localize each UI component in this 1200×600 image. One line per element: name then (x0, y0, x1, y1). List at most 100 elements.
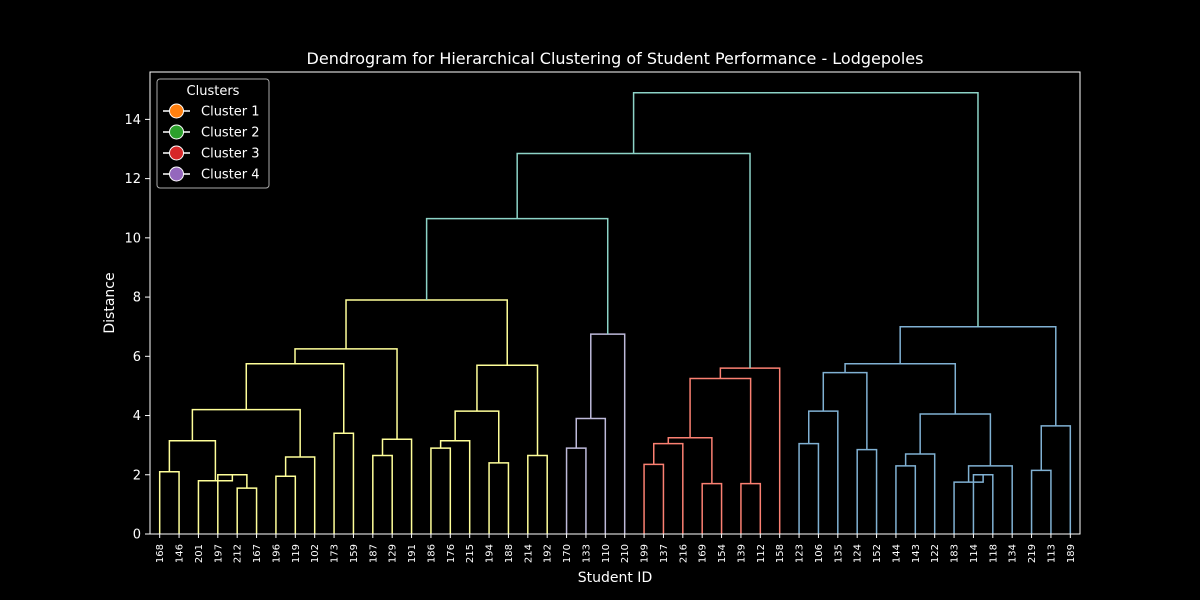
legend-label: Cluster 4 (201, 168, 260, 183)
dendrogram-link (689, 377, 752, 484)
dendrogram-link (381, 438, 413, 534)
x-tick-label: 215 (465, 544, 476, 563)
dendrogram-link (953, 474, 984, 534)
legend: Clusters Cluster 1 Cluster 2 Cluster 3 Clus… (156, 78, 270, 189)
x-tick-label: 139 (736, 544, 747, 563)
x-tick-label: 170 (562, 544, 573, 563)
dendrogram-link (527, 454, 548, 534)
legend-item: Cluster 2 (163, 124, 260, 141)
x-tick-label: 123 (795, 544, 806, 563)
y-tick-label: 8 (133, 291, 141, 306)
legend-marker (169, 103, 184, 119)
dendrogram-link (294, 348, 398, 440)
x-tick-label: 192 (543, 544, 554, 563)
dendrogram-link (430, 447, 452, 534)
x-tick-label: 186 (426, 544, 437, 563)
y-tick-label: 12 (124, 172, 141, 187)
dendrogram-link (967, 465, 1013, 534)
x-tick-label: 134 (1008, 544, 1019, 563)
x-tick-label: 191 (407, 544, 418, 563)
x-tick-label: 216 (678, 544, 689, 563)
legend-marker (169, 166, 184, 182)
dendrogram-link (667, 437, 713, 484)
dendrogram-link (643, 463, 665, 534)
legend-label: Cluster 3 (201, 147, 260, 162)
x-tick-label: 119 (291, 544, 302, 563)
dendrogram-link (565, 447, 587, 534)
legend-item: Cluster 1 (163, 103, 260, 120)
dendrogram-link (701, 482, 723, 534)
dendrogram-link (333, 432, 355, 534)
x-tick-label: 214 (523, 544, 534, 563)
dendrogram-link (856, 448, 878, 534)
x-tick-label: 135 (833, 544, 844, 563)
dendrogram-link (1040, 425, 1072, 534)
dendrogram-link (168, 439, 217, 481)
x-tick-label: 152 (872, 544, 883, 563)
dendrogram-link (158, 471, 180, 534)
x-tick-label: 143 (911, 544, 922, 563)
y-tick-label: 0 (133, 528, 141, 543)
x-tick-label: 194 (485, 544, 496, 563)
x-tick-label: 112 (756, 544, 767, 563)
dendrogram-link (454, 410, 500, 463)
x-tick-label: 102 (310, 544, 321, 563)
y-axis-label: Distance (102, 272, 118, 333)
dendrogram-link (372, 454, 393, 534)
x-tick-label: 201 (194, 544, 205, 563)
dendrogram-link (895, 465, 917, 534)
dendrogram-link (191, 408, 301, 457)
y-tick-label: 4 (133, 409, 141, 424)
legend-item: Cluster 3 (163, 145, 260, 162)
y-tick-label: 14 (124, 113, 141, 128)
legend-marker (169, 124, 184, 140)
x-tick-label: 168 (155, 544, 166, 563)
legend-title: Clusters (187, 84, 240, 99)
x-tick-label: 187 (368, 544, 379, 563)
dendrogram-link (972, 474, 994, 534)
x-tick-label: 137 (659, 544, 670, 563)
y-axis: 0 2 4 6 8 10 12 14 (124, 113, 150, 543)
dendrogram-link (488, 462, 510, 534)
legend-label: Cluster 2 (201, 126, 260, 141)
x-tick-label: 154 (717, 544, 728, 563)
x-tick-label: 176 (446, 544, 457, 563)
y-tick-label: 10 (124, 231, 141, 246)
dendrogram-link (284, 456, 316, 534)
x-tick-label: 146 (175, 544, 186, 563)
dendrogram-link (719, 367, 781, 534)
legend-label: Cluster 1 (201, 105, 260, 120)
x-tick-label: 106 (814, 544, 825, 563)
legend-item: Cluster 4 (163, 166, 260, 183)
dendrogram-link (425, 217, 609, 335)
dendrogram-link (217, 474, 248, 534)
dendrogram-link (345, 299, 508, 366)
chart-title: Dendrogram for Hierarchical Clustering o… (307, 49, 924, 68)
x-tick-label: 199 (640, 544, 651, 563)
dendrogram-link (575, 417, 607, 534)
dendrogram-link (632, 91, 979, 327)
x-tick-label: 158 (775, 544, 786, 563)
dendrogram-link (899, 325, 1057, 426)
dendrogram-links (158, 91, 1072, 534)
x-tick-label: 113 (1046, 544, 1057, 563)
x-tick-label: 118 (988, 544, 999, 563)
dendrogram-link (808, 410, 839, 534)
x-tick-label: 188 (504, 544, 515, 563)
legend-marker (169, 145, 184, 161)
x-tick-label: 110 (601, 544, 612, 563)
dendrogram-link (275, 475, 297, 534)
x-axis: 168 146 201 197 212 167 196 119 102 173 159 187 129 1… (155, 534, 1077, 563)
x-tick-label: 159 (349, 544, 360, 563)
x-tick-label: 124 (853, 544, 864, 563)
x-tick-label: 144 (891, 544, 902, 563)
x-tick-label: 169 (698, 544, 709, 563)
dendrogram-link (740, 482, 762, 534)
x-tick-label: 197 (213, 544, 224, 563)
x-tick-label: 210 (620, 544, 631, 563)
x-tick-label: 167 (252, 544, 263, 563)
x-tick-label: 212 (233, 544, 244, 563)
dendrogram-link (590, 333, 626, 534)
dendrogram-link (197, 474, 234, 534)
